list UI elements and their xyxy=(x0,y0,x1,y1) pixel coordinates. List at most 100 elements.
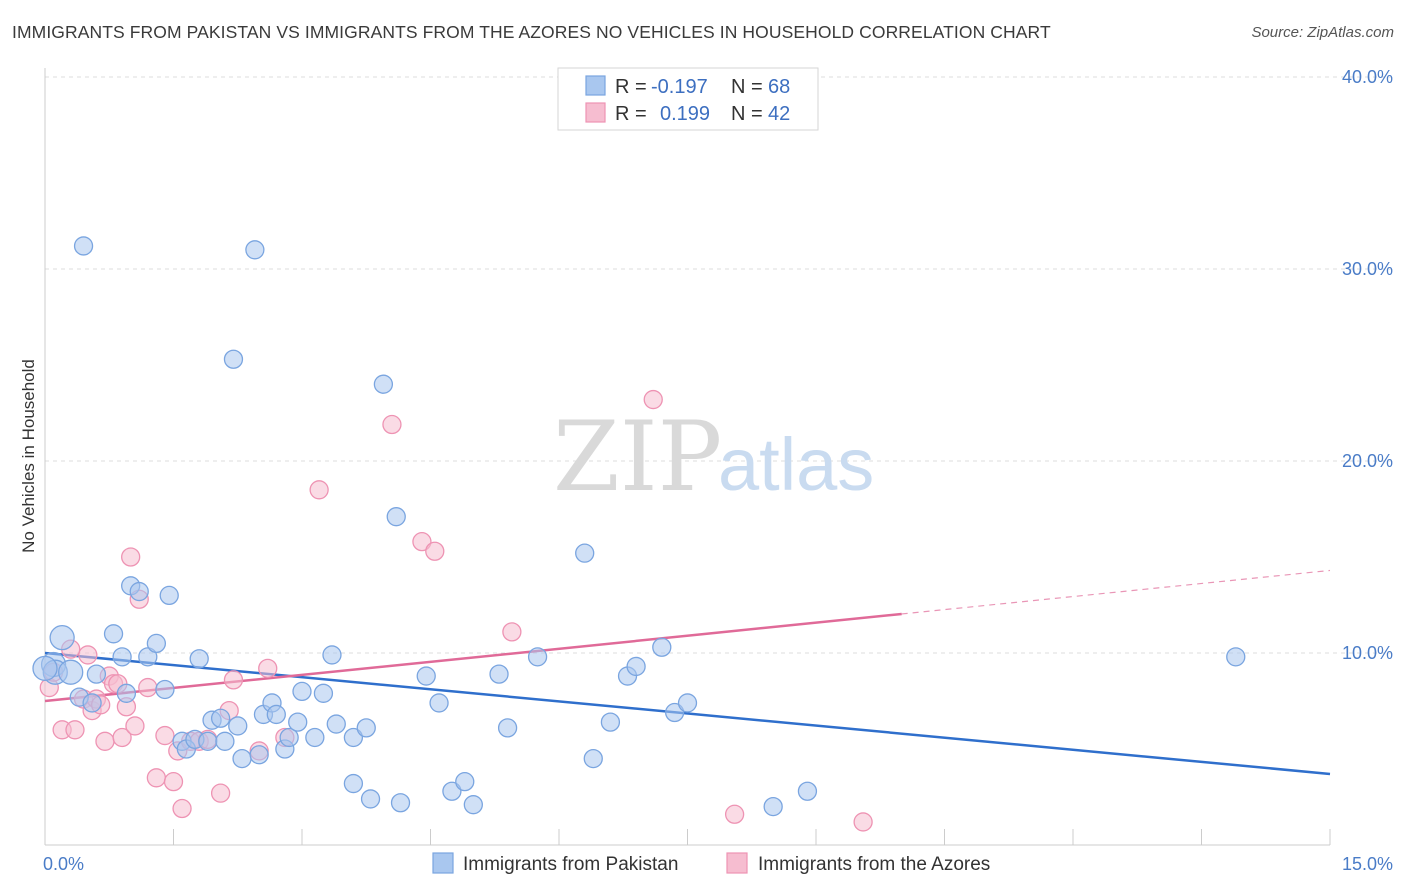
pakistan-point xyxy=(665,702,685,723)
watermark-zip: ZIP xyxy=(553,401,722,513)
data-points xyxy=(32,236,1246,832)
pakistan-point xyxy=(86,664,107,684)
trend-lines xyxy=(44,569,1331,776)
pakistan-point xyxy=(112,647,132,667)
legend-n-label: N = xyxy=(731,103,763,125)
pakistan-point xyxy=(288,712,308,732)
legend-r-label: R = xyxy=(615,103,647,125)
azores-point xyxy=(112,727,132,748)
pakistan-point xyxy=(442,781,462,801)
azores-point xyxy=(163,771,184,792)
y-axis-label: No Vehicles in Household xyxy=(19,359,38,553)
pakistan-point xyxy=(652,637,672,657)
pakistan-point xyxy=(189,649,209,669)
azores-point xyxy=(643,389,663,410)
legend-r-value: -0.197 xyxy=(651,76,708,98)
legend-n-value: 42 xyxy=(768,103,790,125)
pakistan-point xyxy=(356,718,376,738)
trend-line-solid xyxy=(44,651,1331,776)
bottom-legend-label-azores: Immigrants from the Azores xyxy=(758,854,990,875)
pakistan-point xyxy=(249,745,269,765)
pakistan-point xyxy=(322,645,342,665)
pakistan-point xyxy=(228,716,248,736)
azores-point xyxy=(502,622,522,642)
pakistan-point xyxy=(326,714,346,734)
azores-point xyxy=(125,716,145,736)
pakistan-point xyxy=(416,666,436,686)
pakistan-point xyxy=(232,748,252,769)
pakistan-point xyxy=(305,727,325,748)
azores-point xyxy=(210,783,231,803)
pakistan-point xyxy=(575,543,595,563)
pakistan-point xyxy=(223,349,244,369)
y-tick-labels: 10.0% 20.0% 30.0% 40.0% xyxy=(1342,67,1393,663)
grid xyxy=(45,76,1392,654)
pakistan-point xyxy=(797,781,818,801)
pakistan-point xyxy=(360,789,381,809)
pakistan-point xyxy=(497,718,518,738)
y-tick-label: 20.0% xyxy=(1342,451,1393,471)
pakistan-point xyxy=(58,659,84,685)
azores-point xyxy=(146,768,167,788)
azores-point xyxy=(95,731,115,751)
x-tick-labels: 0.0% 15.0% xyxy=(43,854,1393,874)
pakistan-point xyxy=(1226,647,1246,667)
azores-point xyxy=(258,658,278,679)
bottom-legend-label-pakistan: Immigrants from Pakistan xyxy=(463,854,678,875)
legend-n-value: 68 xyxy=(768,76,790,98)
azores-point xyxy=(382,414,402,435)
pakistan-point xyxy=(279,727,299,748)
correlation-legend: R = -0.197 N = 68 R = 0.199 N = 42 xyxy=(557,67,819,131)
pakistan-point xyxy=(390,793,411,813)
azores-point xyxy=(78,645,98,665)
pakistan-point xyxy=(245,240,265,260)
azores-point xyxy=(155,725,175,746)
legend-r-label: R = xyxy=(615,76,647,98)
azores-point xyxy=(121,547,141,567)
x-tick-label: 0.0% xyxy=(43,854,84,874)
pakistan-point xyxy=(49,624,75,651)
pakistan-point xyxy=(313,683,334,703)
pakistan-point xyxy=(343,773,364,794)
pakistan-point xyxy=(455,771,475,792)
pakistan-point xyxy=(386,507,406,527)
pakistan-point xyxy=(463,795,483,815)
pakistan-point xyxy=(600,712,621,732)
pakistan-point xyxy=(103,624,124,644)
pakistan-point xyxy=(32,655,58,682)
pakistan-point xyxy=(73,236,94,256)
azores-point xyxy=(425,541,445,561)
chart-title: IMMIGRANTS FROM PAKISTAN VS IMMIGRANTS F… xyxy=(12,22,1051,42)
azores-point xyxy=(138,677,158,698)
y-tick-label: 30.0% xyxy=(1342,259,1393,279)
pakistan-point xyxy=(116,683,137,703)
trend-line-dashed xyxy=(901,569,1331,615)
azores-point xyxy=(223,670,244,690)
pakistan-point xyxy=(626,656,646,677)
legend-r-value: 0.199 xyxy=(660,103,710,125)
y-tick-label: 10.0% xyxy=(1342,643,1393,663)
azores-point xyxy=(172,798,192,819)
watermark: ZIP atlas xyxy=(553,401,874,513)
pakistan-point xyxy=(343,727,364,748)
azores-point xyxy=(412,531,432,552)
pakistan-point xyxy=(292,681,312,702)
pakistan-point xyxy=(198,731,218,751)
legend-swatch-pakistan xyxy=(585,75,606,96)
azores-point xyxy=(309,480,329,500)
pakistan-point xyxy=(373,374,394,394)
legend-n-label: N = xyxy=(731,76,763,98)
pakistan-point xyxy=(489,664,509,684)
trend-line-solid xyxy=(44,612,902,703)
pakistan-point xyxy=(215,731,235,751)
series-legend: Immigrants from Pakistan Immigrants from… xyxy=(432,852,990,875)
pakistan-point xyxy=(129,581,149,602)
axes xyxy=(44,68,1331,846)
y-tick-label: 40.0% xyxy=(1342,67,1393,87)
bottom-legend-swatch-azores xyxy=(726,852,748,874)
pakistan-point xyxy=(583,748,603,769)
pakistan-point xyxy=(527,647,548,667)
legend-swatch-azores xyxy=(585,102,606,123)
source-credit: Source: ZipAtlas.com xyxy=(1251,24,1394,41)
